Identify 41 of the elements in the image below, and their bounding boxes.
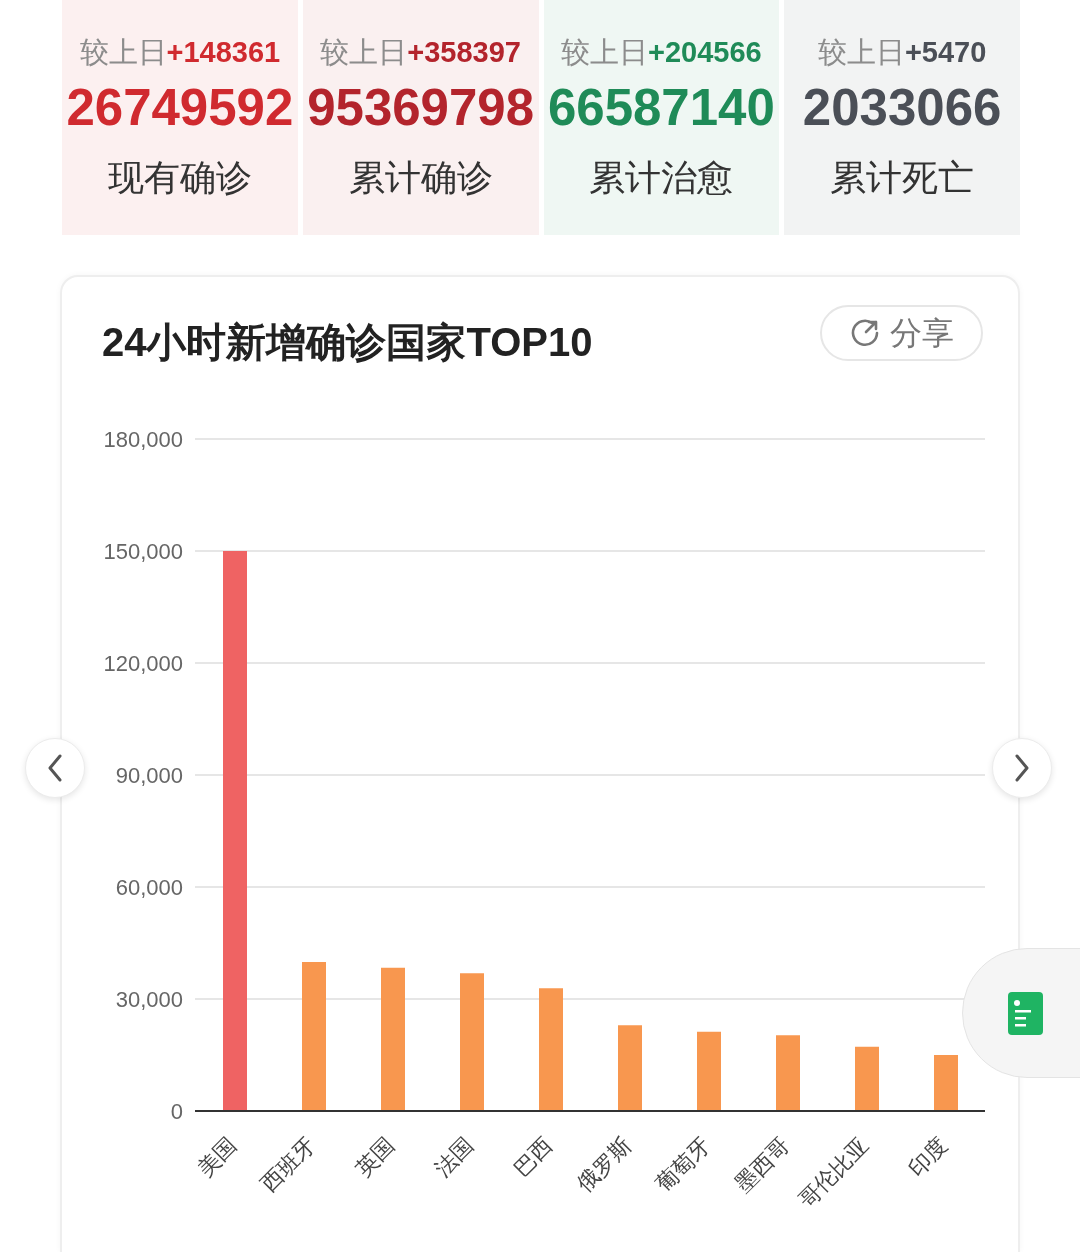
bar: [460, 973, 484, 1111]
category-label: 累计治愈: [589, 157, 734, 198]
category-label: 现有确诊: [107, 157, 252, 198]
text: 较上日+148361: [79, 36, 281, 68]
data-label: 26749592: [66, 79, 294, 136]
text: 分享: [889, 314, 954, 353]
data-label: 2033066: [802, 79, 1002, 136]
y-tick-label: 0: [170, 1098, 183, 1124]
y-tick-label: 120,000: [103, 650, 183, 676]
x-tick-label: 葡萄牙: [651, 1132, 716, 1197]
x-tick-label: 西班牙: [256, 1132, 321, 1197]
y-tick-label: 60,000: [115, 874, 183, 900]
y-tick-label: 150,000: [103, 538, 183, 564]
text: 较上日+204566: [561, 36, 762, 68]
bar: [539, 988, 563, 1111]
bar: [302, 962, 326, 1111]
category-label: 累计死亡: [830, 157, 975, 198]
x-tick-label: 印度: [903, 1132, 953, 1182]
x-tick-label: 英国: [350, 1132, 400, 1182]
x-tick-label: 俄罗斯: [572, 1132, 637, 1197]
x-tick-label: 法国: [429, 1132, 479, 1182]
data-label: 95369798: [307, 79, 535, 136]
text: 较上日+358397: [320, 36, 521, 68]
x-tick-label: 墨西哥: [730, 1132, 795, 1197]
x-tick-label: 巴西: [508, 1132, 558, 1182]
x-tick-label: 美国: [192, 1132, 242, 1182]
bar: [618, 1025, 642, 1111]
chart-title: 24小时新增确诊国家TOP10: [102, 320, 593, 364]
category-label: 累计确诊: [348, 157, 493, 198]
text: 较上日+5470: [817, 36, 987, 68]
y-tick-label: 90,000: [115, 762, 183, 788]
bar: [223, 551, 247, 1111]
y-tick-label: 30,000: [115, 986, 183, 1012]
y-tick-label: 180,000: [103, 426, 183, 452]
bar: [934, 1055, 958, 1111]
x-tick-label: 哥伦比亚: [793, 1132, 874, 1213]
data-label: 66587140: [547, 79, 775, 136]
bar: [697, 1031, 721, 1111]
bar: [381, 967, 405, 1111]
bar: [776, 1035, 800, 1111]
bar: [855, 1046, 879, 1111]
